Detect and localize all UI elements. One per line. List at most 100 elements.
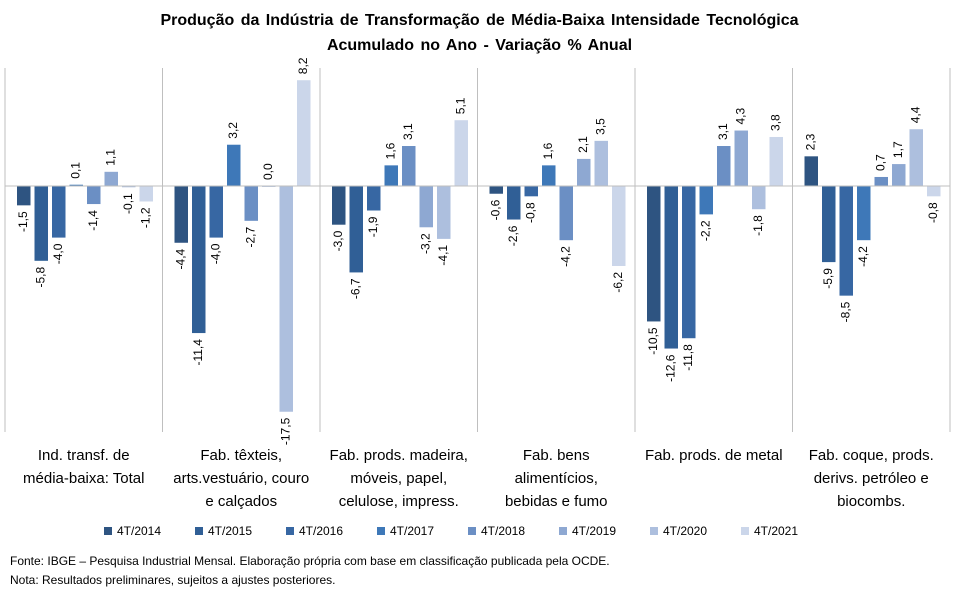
bar <box>542 165 556 186</box>
data-label: -4,0 <box>208 243 222 264</box>
category-label: Fab. prods. madeira, <box>330 447 468 464</box>
data-label: -8,5 <box>838 301 852 322</box>
category-label: alimentícios, <box>515 470 598 487</box>
data-label: -17,5 <box>278 417 292 445</box>
bar <box>699 186 713 215</box>
bar <box>839 186 853 296</box>
data-label: 3,1 <box>716 123 730 140</box>
data-label: -2,6 <box>506 225 520 246</box>
bar <box>227 144 241 186</box>
data-label: 3,1 <box>401 123 415 140</box>
data-label: -6,7 <box>348 278 362 299</box>
bar <box>192 186 206 334</box>
source-note: Fonte: IBGE – Pesquisa Industrial Mensal… <box>10 554 610 568</box>
bar <box>734 130 748 186</box>
legend-label: 4T/2017 <box>390 524 435 538</box>
legend-label: 4T/2018 <box>481 524 526 538</box>
legend-label: 4T/2014 <box>117 524 162 538</box>
category-label: bebidas e fumo <box>505 493 608 510</box>
data-label: -4,2 <box>856 246 870 267</box>
bar <box>244 186 258 221</box>
data-label: -5,8 <box>33 267 47 288</box>
category-label: arts.vestuário, couro <box>173 470 309 487</box>
data-label: -3,2 <box>418 233 432 254</box>
footnote: Nota: Resultados preliminares, sujeitos … <box>10 573 336 587</box>
category-label: biocombs. <box>837 493 905 510</box>
data-label: -3,0 <box>331 230 345 251</box>
legend-swatch <box>195 527 203 535</box>
data-label: 3,5 <box>593 118 607 135</box>
bar <box>577 158 591 186</box>
legend-label: 4T/2015 <box>208 524 253 538</box>
bar <box>892 164 906 186</box>
legend-item: 4T/2019 <box>559 524 650 538</box>
data-label: 0,1 <box>68 162 82 179</box>
bar <box>139 186 153 202</box>
data-label: -1,5 <box>16 211 30 232</box>
bar <box>87 186 101 205</box>
bar <box>682 186 696 339</box>
category-label: Fab. têxteis, <box>200 447 282 464</box>
bar <box>349 186 363 273</box>
data-label: -6,2 <box>611 272 625 293</box>
bar <box>104 171 118 186</box>
chart-title: Produção da Indústria de Transformação d… <box>160 12 799 29</box>
bar <box>664 186 678 349</box>
data-label: 1,6 <box>541 142 555 159</box>
legend-label: 4T/2021 <box>754 524 799 538</box>
data-label: 4,4 <box>908 106 922 123</box>
bar <box>489 186 503 194</box>
category-label: derivs. petróleo e <box>814 470 929 487</box>
category-label: móveis, papel, <box>350 470 447 487</box>
data-label: -0,6 <box>488 199 502 220</box>
bar <box>174 186 188 243</box>
bar <box>524 186 538 197</box>
data-label: -0,8 <box>523 202 537 223</box>
legend-item: 4T/2015 <box>195 524 286 538</box>
bar <box>594 140 608 186</box>
category-label: Fab. coque, prods. <box>809 447 934 464</box>
bar-chart: -1,5 -5,8 -4,0 0,1 -1,4 1,1 -0,1-1,2 Ind. trans… <box>4 57 951 510</box>
data-label: 1,6 <box>383 142 397 159</box>
legend-label: 4T/2016 <box>299 524 344 538</box>
legend-label: 4T/2020 <box>663 524 708 538</box>
bar <box>402 146 416 186</box>
bar <box>52 186 66 238</box>
data-label: -4,4 <box>173 248 187 269</box>
bar <box>279 186 293 412</box>
data-label: 8,2 <box>296 57 310 74</box>
data-label: 5,1 <box>453 97 467 114</box>
category-label: média-baixa: Total <box>23 470 144 487</box>
data-label: 0,0 <box>261 163 275 180</box>
legend-swatch <box>741 527 749 535</box>
bar <box>17 186 31 206</box>
bar <box>367 186 381 211</box>
data-label: -11,8 <box>681 344 695 371</box>
legend-item: 4T/2020 <box>650 524 741 538</box>
legend-item: 4T/2017 <box>377 524 468 538</box>
bar <box>69 184 83 186</box>
bar <box>769 136 783 186</box>
chart-subtitle: Acumulado no Ano - Variação % Anual <box>326 37 633 54</box>
bar <box>297 80 311 186</box>
data-label: -10,5 <box>646 327 660 355</box>
category-label: Fab. prods. de metal <box>645 447 783 464</box>
data-label: 0,7 <box>873 154 887 171</box>
legend-item: 4T/2014 <box>104 524 195 538</box>
bar <box>437 186 451 239</box>
data-label: -11,4 <box>191 339 205 366</box>
bar <box>34 186 48 261</box>
data-label: 1,1 <box>103 149 117 166</box>
bar <box>804 156 818 186</box>
data-label: -5,9 <box>821 268 835 289</box>
data-label: 4,3 <box>733 108 747 125</box>
bar <box>717 146 731 186</box>
bar <box>752 186 766 210</box>
legend-swatch <box>104 527 112 535</box>
data-label: -2,7 <box>243 227 257 248</box>
bar <box>507 186 521 220</box>
legend-item: 4T/2016 <box>286 524 377 538</box>
data-label: 3,2 <box>226 122 240 139</box>
legend-label: 4T/2019 <box>572 524 617 538</box>
bar <box>927 186 941 197</box>
